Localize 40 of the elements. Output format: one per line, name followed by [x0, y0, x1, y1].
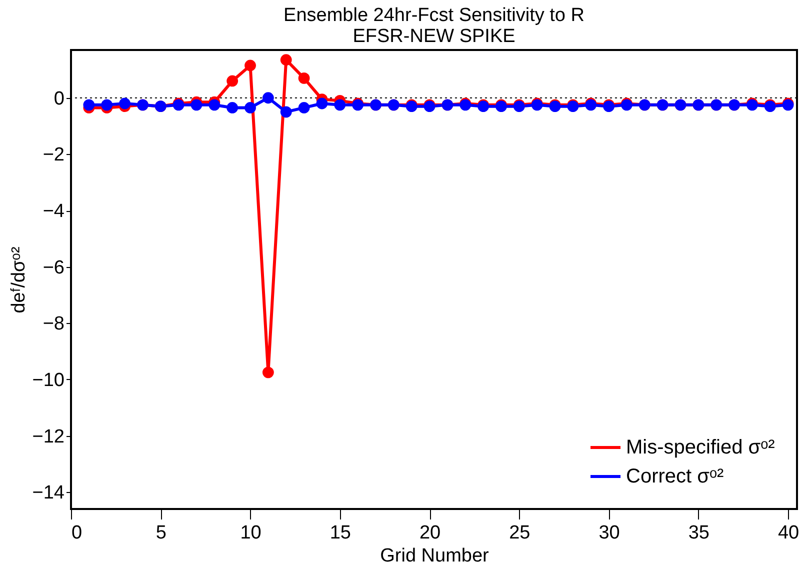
point	[226, 75, 238, 87]
point	[226, 102, 238, 114]
y-tick-label: −2	[42, 144, 64, 166]
point	[316, 98, 328, 110]
point	[280, 106, 292, 118]
point	[298, 102, 310, 114]
y-axis-title: deᶠ/dσᵒ²	[8, 246, 30, 314]
point	[262, 366, 274, 378]
point	[280, 54, 292, 66]
point	[101, 99, 113, 111]
y-tick-label: −4	[42, 201, 65, 222]
point	[262, 92, 274, 104]
point	[244, 102, 256, 114]
x-tick-label: 35	[688, 522, 710, 544]
text: EFSR-NEW SPIKE	[352, 26, 516, 47]
x-tick-label: 5	[156, 522, 166, 544]
y-tick-label: 0	[54, 88, 64, 110]
point	[298, 72, 310, 84]
y-tick-label: −6	[42, 257, 64, 278]
legend-label: Mis-specified σᵒ²	[626, 436, 776, 458]
point	[208, 99, 220, 111]
x-tick-label: 0	[72, 522, 82, 544]
x-tick-label: 40	[778, 522, 800, 544]
point	[190, 99, 202, 111]
point	[244, 60, 256, 72]
x-tick-label: 10	[240, 522, 262, 544]
text: Ensemble 24hr-Fcst Sensitivity to R	[284, 5, 584, 26]
point	[334, 99, 346, 111]
y-tick-label: −14	[32, 482, 65, 504]
point	[119, 98, 130, 110]
legend-label: Correct σᵒ²	[626, 466, 724, 488]
x-axis-title: Grid Number	[380, 546, 490, 566]
x-tick-label: 25	[509, 522, 530, 544]
point	[83, 99, 95, 111]
x-tick-label: 30	[598, 522, 620, 544]
y-tick-label: −12	[32, 426, 64, 448]
x-tick-label: 15	[330, 522, 351, 544]
y-tick-label: −10	[32, 370, 64, 391]
y-tick-label: −8	[42, 314, 64, 335]
x-tick-label: 20	[419, 522, 441, 544]
